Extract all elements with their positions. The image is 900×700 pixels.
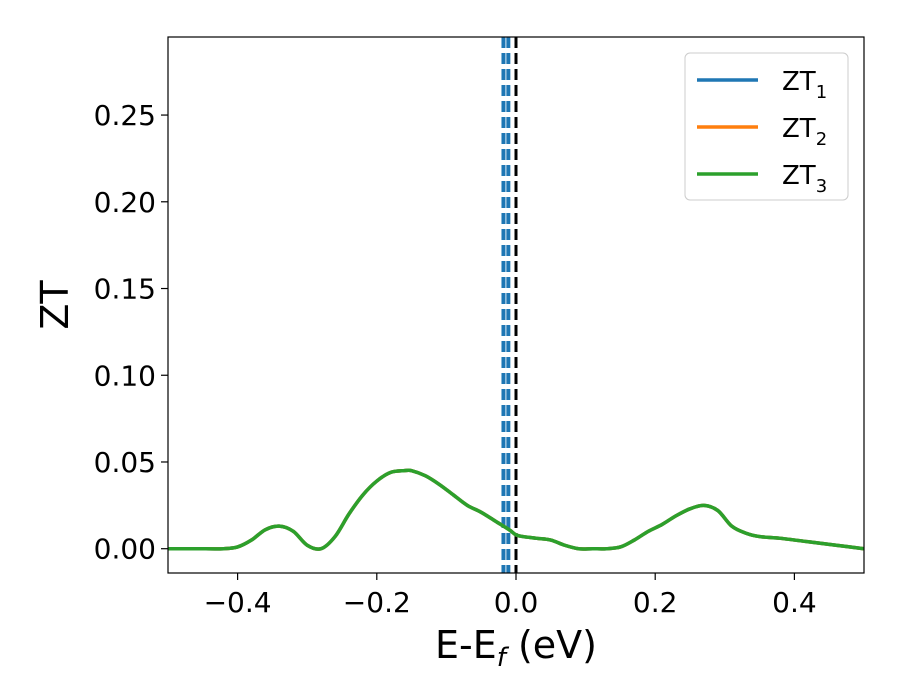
legend-label-main: ZT bbox=[782, 114, 816, 144]
x-axis: −0.4 −0.2 0.0 0.2 0.4 bbox=[204, 573, 817, 619]
series-line-zt3 bbox=[168, 468, 864, 551]
legend-label-subscript: 1 bbox=[816, 82, 827, 103]
x-axis-label-main: E-E bbox=[435, 623, 497, 667]
x-axis-label-unit: (eV) bbox=[506, 623, 597, 667]
x-tick-label: 0.4 bbox=[772, 586, 817, 619]
x-tick-label: 0.0 bbox=[494, 586, 539, 619]
legend-label: ZT2 bbox=[782, 114, 827, 150]
legend-label-subscript: 2 bbox=[816, 129, 827, 150]
y-tick-label: 0.00 bbox=[94, 533, 156, 566]
legend-label: ZT3 bbox=[782, 161, 827, 197]
y-axis-label: ZT bbox=[33, 280, 77, 330]
x-tick-label: −0.4 bbox=[204, 586, 272, 619]
legend-label-subscript: 3 bbox=[816, 176, 827, 197]
x-tick-label: 0.2 bbox=[633, 586, 678, 619]
legend-label: ZT1 bbox=[782, 67, 827, 103]
y-tick-label: 0.20 bbox=[94, 186, 156, 219]
x-axis-label: E-Ef (eV) bbox=[435, 623, 597, 673]
plot-area bbox=[168, 37, 864, 573]
y-tick-label: 0.15 bbox=[94, 273, 156, 306]
y-tick-label: 0.05 bbox=[94, 446, 156, 479]
legend-label-main: ZT bbox=[782, 161, 816, 191]
legend-box bbox=[684, 52, 849, 201]
y-axis: 0.00 0.05 0.10 0.15 0.20 0.25 bbox=[94, 99, 168, 566]
plot-content bbox=[168, 37, 864, 573]
y-tick-label: 0.25 bbox=[94, 99, 156, 132]
y-tick-label: 0.10 bbox=[94, 359, 156, 392]
plot-frame bbox=[167, 36, 865, 574]
x-tick-label: −0.2 bbox=[343, 586, 411, 619]
legend-label-main: ZT bbox=[782, 67, 816, 97]
